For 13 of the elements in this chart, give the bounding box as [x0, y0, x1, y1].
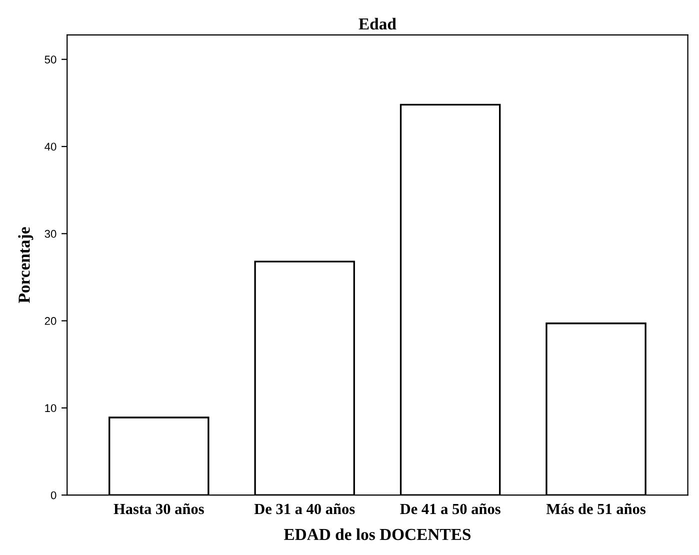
y-tick-label: 50	[44, 56, 56, 64]
x-axis-title: EDAD de los DOCENTES	[284, 528, 471, 540]
y-tick-label: 20	[44, 317, 56, 325]
x-tick-label: Hasta 30 años	[114, 503, 204, 514]
y-tick-label: 0	[50, 491, 56, 500]
x-tick-label: De 41 a 50 años	[400, 503, 500, 514]
y-axis-title: Porcentaje	[18, 227, 34, 303]
y-tick-label: 40	[44, 142, 56, 151]
chart-title: Edad	[358, 18, 396, 30]
y-tick-label: 10	[45, 404, 56, 412]
y-tick-label: 30	[44, 230, 56, 238]
x-tick-label: De 31 a 40 años	[254, 503, 355, 514]
x-tick-label: Más de 51 años	[546, 503, 646, 514]
